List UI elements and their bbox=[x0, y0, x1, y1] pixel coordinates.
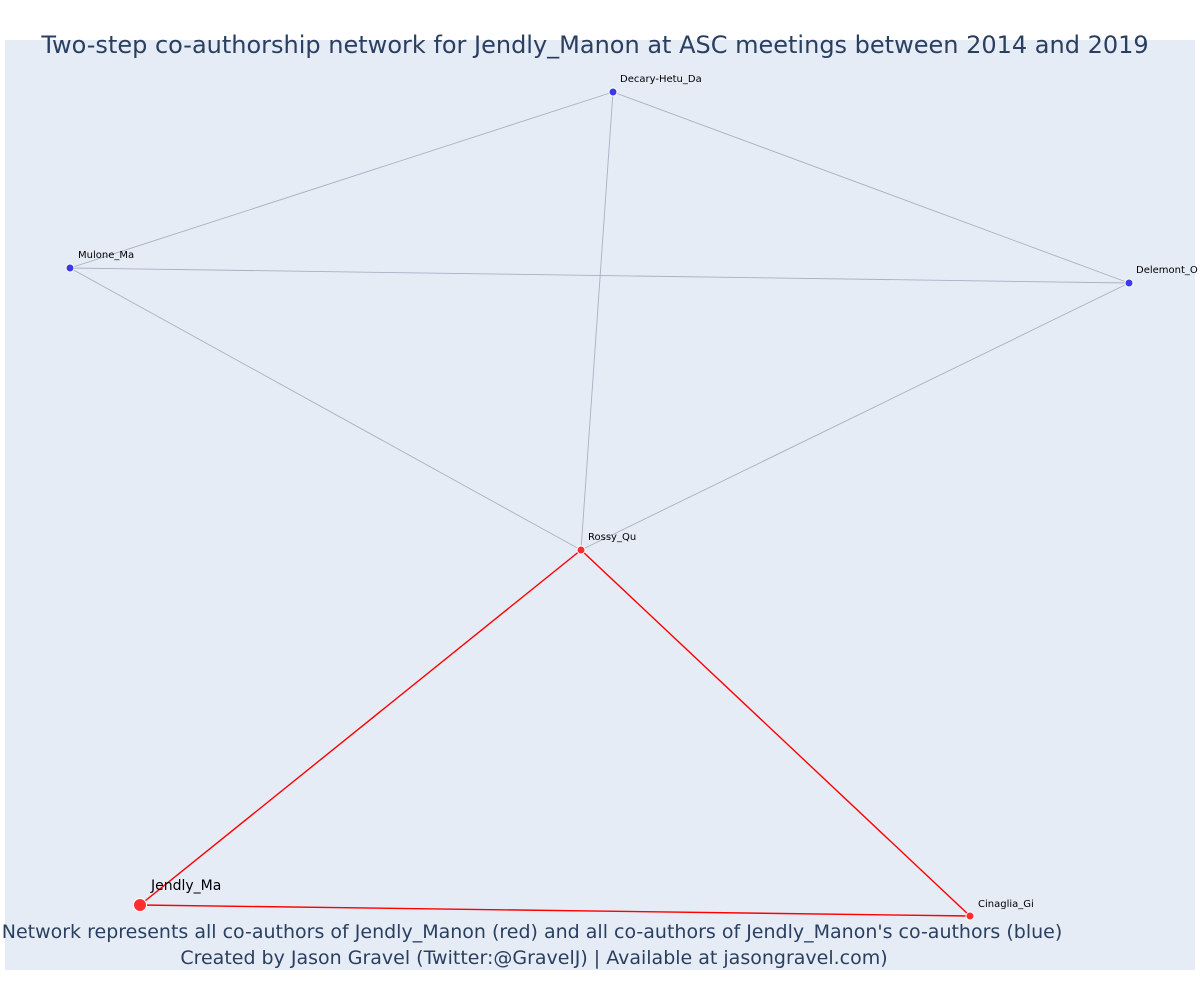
nodes-layer bbox=[65, 87, 1134, 921]
node-label-Mulone_Ma: Mulone_Ma bbox=[78, 250, 134, 261]
node-label-Decary-Hetu_Da: Decary-Hetu_Da bbox=[620, 74, 702, 85]
node-label-Delemont_O: Delemont_O bbox=[1136, 265, 1198, 276]
node-Mulone_Ma[interactable] bbox=[65, 263, 75, 273]
edge-Mulone_Ma-Delemont_O bbox=[69, 267, 1130, 284]
edges-layer bbox=[69, 91, 1130, 917]
edge-Rossy_Qu-Mulone_Ma bbox=[69, 267, 582, 551]
node-Jendly_Ma[interactable] bbox=[133, 898, 147, 912]
edge-Decary-Hetu_Da-Mulone_Ma bbox=[69, 91, 614, 269]
edge-Jendly_Ma-Rossy_Qu bbox=[139, 549, 582, 906]
node-label-Jendly_Ma: Jendly_Ma bbox=[150, 878, 221, 894]
edge-Decary-Hetu_Da-Delemont_O bbox=[612, 91, 1130, 284]
edge-Rossy_Qu-Cinaglia_Gi bbox=[580, 549, 971, 917]
node-Cinaglia_Gi[interactable] bbox=[965, 911, 975, 921]
edge-Jendly_Ma-Cinaglia_Gi bbox=[139, 904, 971, 917]
edge-Rossy_Qu-Decary-Hetu_Da bbox=[580, 91, 614, 551]
node-Decary-Hetu_Da[interactable] bbox=[608, 87, 618, 97]
node-label-Cinaglia_Gi: Cinaglia_Gi bbox=[978, 899, 1034, 910]
footer-line-2: Created by Jason Gravel (Twitter:@Gravel… bbox=[180, 947, 887, 969]
labels-layer: Jendly_Ma Rossy_Qu Cinaglia_Gi Decary-Hetu_… bbox=[78, 74, 1198, 910]
edge-Rossy_Qu-Delemont_O bbox=[580, 282, 1130, 551]
footer-line-1: Network represents all co-authors of Jen… bbox=[2, 921, 1063, 943]
chart-title: Two-step co-authorship network for Jendl… bbox=[40, 31, 1148, 59]
node-Rossy_Qu[interactable] bbox=[576, 545, 586, 555]
node-label-Rossy_Qu: Rossy_Qu bbox=[588, 532, 636, 543]
plot-background bbox=[5, 40, 1195, 970]
node-Delemont_O[interactable] bbox=[1124, 278, 1134, 288]
